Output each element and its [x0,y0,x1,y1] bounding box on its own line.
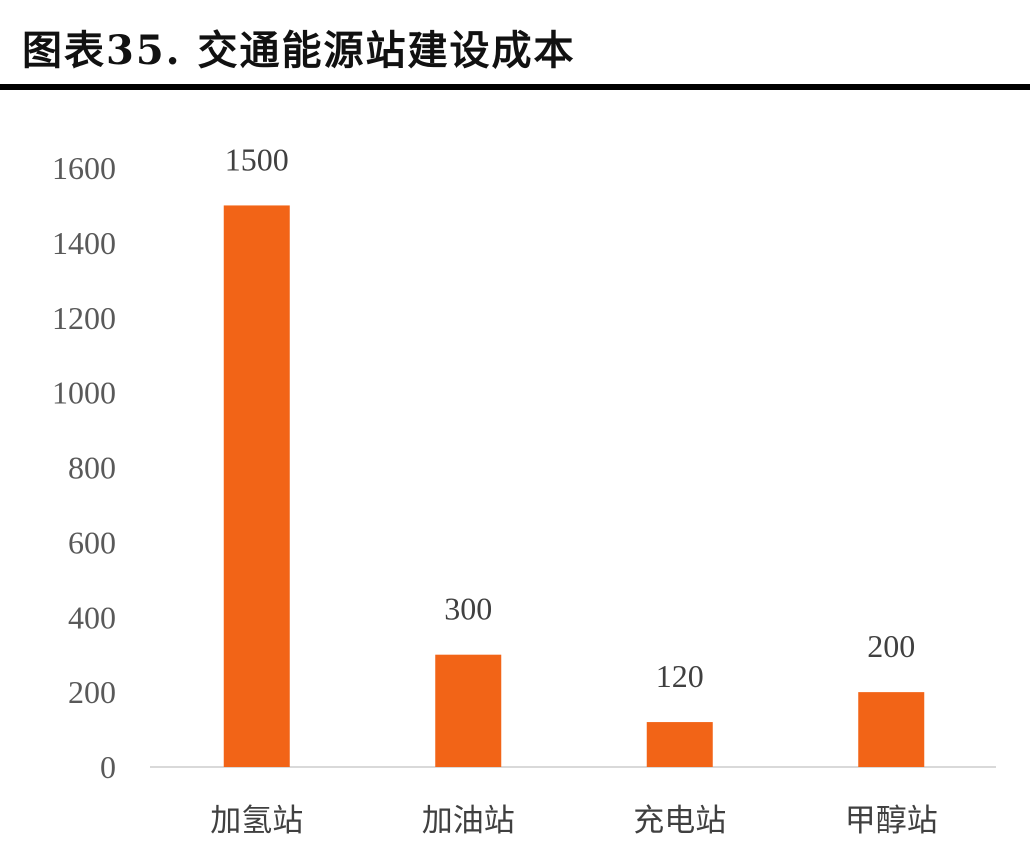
data-label: 1500 [225,141,289,177]
bar [435,654,502,767]
y-tick-label: 1600 [52,150,116,186]
data-labels: 1500 300 120 200 [225,141,916,694]
data-label: 300 [444,591,492,627]
y-tick-label: 0 [100,749,116,785]
y-tick-label: 1000 [52,375,116,411]
x-tick-label: 充电站 [633,803,726,839]
y-axis-ticks: 0 200 400 600 800 1000 1200 1400 1600 [52,150,116,785]
bars [223,205,925,767]
x-tick-label: 甲醇站 [845,803,938,839]
y-tick-label: 800 [68,450,116,486]
figure-title: 图表35. 交通能源站建设成本 [22,27,576,74]
data-label: 200 [867,628,915,664]
bar [646,722,713,767]
bar [223,205,290,767]
y-tick-label: 400 [68,599,116,635]
bar [858,692,925,767]
x-tick-label: 加油站 [422,803,515,839]
y-tick-label: 200 [68,674,116,710]
y-tick-label: 1400 [52,225,116,261]
y-tick-label: 1200 [52,300,116,336]
y-tick-label: 600 [68,524,116,560]
data-label: 120 [656,658,704,694]
x-tick-label: 加氢站 [210,803,303,839]
title-underline [0,84,1030,90]
x-axis-labels: 加氢站 加油站 充电站 甲醇站 [210,803,938,839]
